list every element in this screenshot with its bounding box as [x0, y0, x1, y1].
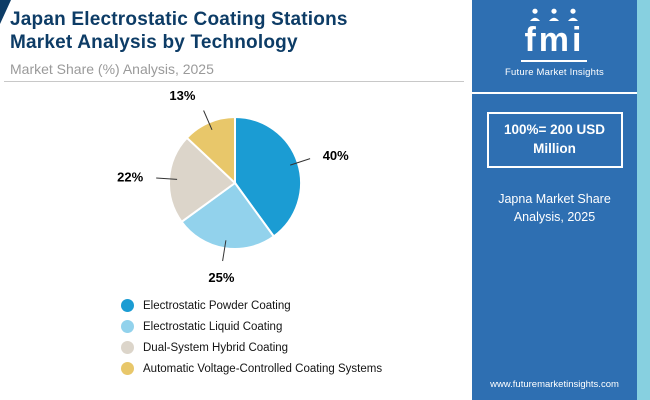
page-title: Japan Electrostatic Coating Stations Mar…: [10, 9, 472, 55]
legend-swatch: [121, 341, 134, 354]
pie-value-label-3: 13%: [169, 88, 195, 103]
logo-text: fmi: [524, 21, 585, 59]
legend-label: Dual-System Hybrid Coating: [143, 341, 289, 354]
legend-label: Automatic Voltage-Controlled Coating Sys…: [143, 362, 383, 375]
logo-subtext: Future Market Insights: [505, 67, 604, 78]
pie-leader-line-0: [290, 158, 311, 166]
page-subtitle: Market Share (%) Analysis, 2025: [10, 60, 214, 77]
pie-value-label-1: 25%: [208, 270, 234, 285]
corner-accent-decoration: [0, 0, 11, 24]
website-url[interactable]: www.futuremarketinsights.com: [490, 379, 619, 390]
legend-label: Electrostatic Powder Coating: [143, 299, 291, 312]
legend-item: Dual-System Hybrid Coating: [121, 341, 382, 354]
page-title-line2: Market Analysis by Technology: [10, 31, 298, 53]
market-note-line1: Japna Market Share: [498, 191, 611, 206]
legend-swatch: [121, 362, 134, 375]
header-divider: [4, 81, 464, 82]
pie-chart-area: 40% 25% 22% 13%: [0, 84, 472, 296]
brand-sidebar: fmi Future Market Insights 100%= 200 USD…: [472, 0, 650, 400]
pie-value-label-2: 22%: [117, 170, 143, 185]
legend-item: Automatic Voltage-Controlled Coating Sys…: [121, 362, 382, 375]
pie-leader-line-2: [156, 177, 178, 180]
legend-label: Electrostatic Liquid Coating: [143, 320, 283, 333]
market-note-line2: Analysis, 2025: [513, 209, 596, 224]
sidebar-content: fmi Future Market Insights 100%= 200 USD…: [472, 0, 637, 400]
stat-line2: Million: [533, 140, 576, 156]
chart-header: Japan Electrostatic Coating Stations Mar…: [0, 0, 472, 77]
legend-item: Electrostatic Liquid Coating: [121, 320, 382, 333]
logo-people-icons: [530, 8, 579, 21]
sidebar-edge-strip: [637, 0, 650, 400]
page-title-line1: Japan Electrostatic Coating Stations: [10, 9, 348, 30]
pie-leader-line-3: [203, 110, 213, 130]
fmi-logo: fmi Future Market Insights: [505, 8, 604, 78]
pie-value-label-0: 40%: [323, 148, 349, 163]
pie-leader-line-1: [222, 240, 227, 262]
pie-chart: 40% 25% 22% 13%: [117, 88, 349, 285]
chart-legend: Electrostatic Powder Coating Electrostati…: [121, 299, 382, 375]
stat-line1: 100%= 200 USD: [504, 122, 605, 137]
logo-underline: [521, 60, 588, 62]
sidebar-divider: [472, 92, 637, 94]
market-size-stat: 100%= 200 USD Million: [486, 112, 623, 168]
chart-panel: Japan Electrostatic Coating Stations Mar…: [0, 0, 472, 375]
market-note: Japna Market Share Analysis, 2025: [498, 190, 611, 226]
legend-swatch: [121, 320, 134, 333]
legend-swatch: [121, 299, 134, 312]
legend-item: Electrostatic Powder Coating: [121, 299, 382, 312]
